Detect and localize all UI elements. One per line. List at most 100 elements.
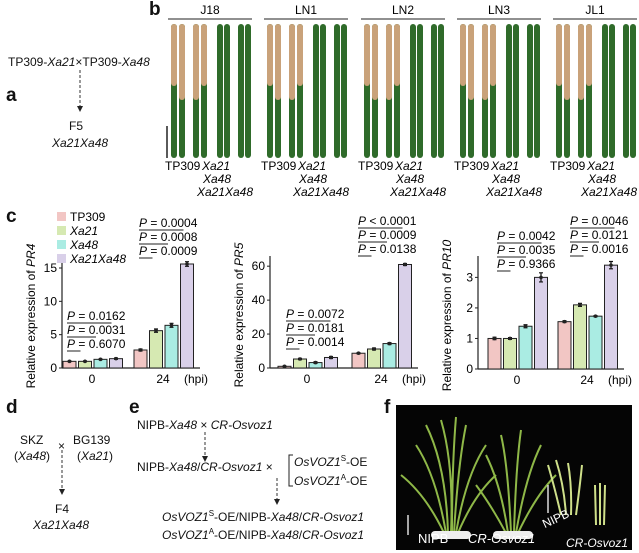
y-axis-label-prefix: Relative expression of — [24, 267, 38, 388]
line-label-Xa21Xa48: Xa21Xa48 — [292, 185, 349, 199]
p-value: = 0.0016 — [578, 242, 629, 256]
mean-dot — [523, 324, 528, 329]
panel-label-d: d — [6, 397, 18, 418]
bar-Xa48-24 — [164, 324, 179, 369]
y-tick-label: 20 — [252, 327, 266, 341]
panel-label-c: c — [6, 206, 17, 227]
arrow-head — [77, 106, 83, 112]
mean-dot — [98, 357, 103, 362]
p-value: = 0.0031 — [75, 323, 126, 337]
mean-dot — [593, 314, 598, 318]
legend-label-Xa21Xa48: Xa21Xa48 — [69, 252, 126, 266]
cross-symbol-d: × — [58, 439, 66, 453]
p-value-label: P = 0.0031 — [67, 323, 126, 337]
bar-Xa21Xa48-24 — [180, 263, 194, 369]
bar-Xa48-24 — [382, 343, 397, 369]
parent-1: SKZ — [20, 433, 44, 447]
leaf-lesion — [201, 24, 207, 86]
cross-row-1: NIPB-Xa48 × CR-Osvoz1 — [137, 418, 273, 432]
bar-TP309-24 — [351, 352, 366, 369]
x-unit-label: (hpi) — [402, 372, 426, 386]
p-symbol: P — [67, 309, 75, 323]
p-value-label: P = 0.9366 — [497, 257, 556, 271]
cross-a: TP309-Xa21×TP309-Xa48 — [8, 55, 150, 69]
mean-dot — [114, 356, 118, 361]
label-cr-osvoz1: CR-Osvoz1 — [468, 531, 536, 546]
p-value-label: P = 0.0121 — [570, 228, 629, 242]
p-value: = 0.0009 — [366, 228, 417, 242]
line-label-Xa48: Xa48 — [395, 172, 424, 186]
legend-swatch-TP309 — [57, 212, 66, 221]
p-value-label: P = 0.0009 — [358, 228, 417, 242]
pot-2 — [493, 531, 533, 539]
p-symbol: P — [497, 229, 505, 243]
p-value: = 0.0121 — [578, 228, 629, 242]
y-tick-label: 0 — [466, 362, 473, 376]
x-tick-label: 0 — [514, 373, 521, 387]
bar-Xa21Xa48-24 — [604, 264, 618, 370]
p-value-label: P = 0.0009 — [139, 244, 198, 258]
x-tick-label: 24 — [580, 373, 594, 387]
line-label-Xa21Xa48: Xa21Xa48 — [196, 185, 253, 199]
line-label-Xa48: Xa48 — [298, 172, 327, 186]
cross-part: ×TP309- — [75, 55, 122, 69]
y-tick-label: 3 — [466, 270, 473, 284]
mean-dot — [169, 323, 174, 328]
p-value: = 0.6070 — [75, 337, 126, 351]
mean-dot — [492, 336, 497, 341]
leaf — [245, 24, 251, 158]
p-symbol: P — [358, 214, 366, 228]
label-cr-osvoz1-panicle: CR-Osvoz1 — [566, 536, 629, 550]
p-value: = 0.0181 — [294, 321, 345, 335]
plant-photo: NIPB CR-Osvoz1 NIPB CR-Osvoz1 — [396, 405, 632, 550]
p-symbol: P — [286, 307, 294, 321]
leaf — [506, 24, 512, 158]
p-symbol: P — [67, 337, 75, 351]
result-line-s: OsVOZ1S-OE/NIPB-Xa48/CR-Osvoz1 — [162, 509, 365, 524]
leaf — [334, 24, 340, 158]
arrow-head — [274, 499, 280, 505]
parent-2: BG139 — [73, 433, 111, 447]
line-label-TP309: TP309 — [454, 159, 490, 173]
leaf-lesion — [468, 24, 474, 100]
legend-label-TP309: TP309 — [70, 210, 106, 224]
cross-part: TP309- — [8, 55, 48, 69]
y-tick-label: 1 — [466, 331, 473, 345]
p-value: = 0.0009 — [147, 244, 198, 258]
leaf — [320, 24, 326, 158]
line-label-Xa21: Xa21 — [586, 159, 615, 173]
label-nipb: NIPB — [418, 531, 449, 546]
leaf-lesion — [372, 24, 378, 100]
leaf — [341, 24, 347, 158]
arrow-head — [59, 489, 65, 495]
bar-Xa48-0 — [518, 325, 533, 370]
leaf — [534, 24, 540, 158]
y-tick-label: 0 — [50, 361, 57, 375]
leaf-lesion — [490, 24, 496, 86]
y-axis-label: Relative expression of PR4 — [24, 243, 38, 388]
leaf-lesion — [556, 24, 562, 86]
line-label-Xa21: Xa21 — [297, 159, 326, 173]
p-value-label: P = 0.0004 — [139, 216, 198, 230]
mean-dot — [356, 351, 361, 356]
legend-swatch-Xa21Xa48 — [57, 254, 66, 263]
leaf-lesion — [289, 24, 295, 100]
leaf-lesion — [578, 24, 584, 100]
mean-dot — [562, 319, 567, 324]
p-value: = 0.9366 — [505, 257, 556, 271]
leaf-lesion — [460, 24, 466, 86]
legend-swatch-Xa21 — [57, 226, 66, 235]
mean-dot — [83, 359, 87, 364]
p-value: = 0.0162 — [75, 309, 126, 323]
bar-Xa48-24 — [588, 315, 603, 370]
mean-dot — [578, 303, 582, 307]
bar-Xa21Xa48-0 — [534, 276, 548, 370]
parent-2-gene: (Xa21) — [77, 449, 114, 463]
leaf — [527, 24, 533, 158]
leaf — [630, 24, 636, 158]
y-tick-label: 40 — [252, 293, 266, 307]
panel-label-b: b — [149, 0, 161, 20]
y-axis-label-prefix: Relative expression of — [440, 270, 454, 391]
p-value: = 0.0138 — [366, 242, 417, 256]
